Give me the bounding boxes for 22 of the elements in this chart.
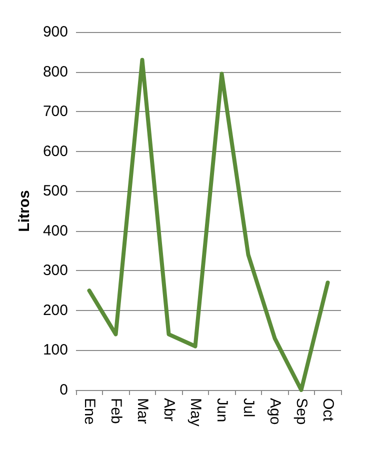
y-axis-title: Litros (16, 190, 33, 232)
y-tick-label: 900 (42, 24, 68, 40)
x-tick-label: Sep (292, 398, 310, 425)
y-tick-label: 100 (42, 342, 68, 359)
y-tick-label: 200 (42, 302, 68, 319)
y-tick-label: 600 (42, 142, 68, 160)
x-tick-label: May (186, 398, 204, 427)
y-tick-label: 500 (42, 182, 68, 200)
y-tick-label: 800 (42, 63, 68, 80)
line-series (87, 58, 330, 392)
x-tick-label: Jun (213, 398, 230, 422)
y-tick-label: 300 (42, 262, 68, 280)
x-tick-label: Mar (134, 398, 151, 424)
x-tick-label: Feb (107, 398, 124, 424)
y-tick-label: 700 (42, 103, 68, 120)
x-tick-label: Ago (266, 398, 284, 425)
x-tick-label: Ene (80, 398, 98, 425)
x-tick-label: Oct (319, 398, 336, 422)
x-tick-label: Abr (160, 398, 178, 422)
y-tick-label: 400 (42, 222, 68, 240)
y-tick-label: 0 (60, 382, 68, 398)
x-tick-label: Jul (240, 398, 257, 418)
